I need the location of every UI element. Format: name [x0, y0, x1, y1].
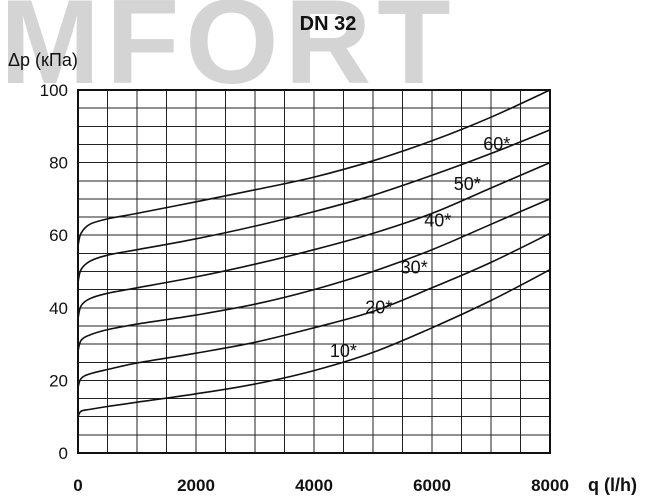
curve-labels: 10* 20* 30* 40*50*60*	[330, 134, 510, 361]
series-label: 60*	[483, 134, 510, 154]
x-axis-label: q (l/h)	[588, 475, 637, 495]
series-label: 30*	[401, 258, 428, 278]
series-line	[77, 129, 551, 283]
x-tick-label: 8000	[531, 476, 569, 495]
x-tick-label: 4000	[295, 476, 333, 495]
y-tick-label: 100	[40, 81, 68, 100]
tick-labels: 0 20 40 60 80 100 0 2000 4000 6000 8000	[40, 81, 569, 495]
curves	[77, 89, 551, 418]
y-axis-label: Δp (кПа)	[8, 50, 78, 70]
series-line	[77, 161, 551, 319]
x-tick-label: 6000	[413, 476, 451, 495]
series-line	[77, 89, 551, 247]
series-label: 40*	[424, 210, 451, 230]
x-tick-label: 2000	[177, 476, 215, 495]
y-tick-label: 40	[49, 299, 68, 318]
y-tick-label: 20	[49, 371, 68, 390]
y-tick-label: 60	[49, 226, 68, 245]
x-tick-label: 0	[73, 476, 82, 495]
grid	[77, 89, 551, 454]
series-label: 20*	[365, 297, 392, 317]
plot-frame	[77, 89, 551, 454]
chart-title: DN 32	[300, 13, 357, 35]
y-tick-label: 80	[49, 154, 68, 173]
series-line	[77, 232, 551, 388]
series-line	[77, 198, 551, 352]
y-tick-label: 0	[59, 444, 68, 463]
series-label: 50*	[454, 174, 481, 194]
series-line	[77, 268, 551, 418]
series-label: 10*	[330, 341, 357, 361]
